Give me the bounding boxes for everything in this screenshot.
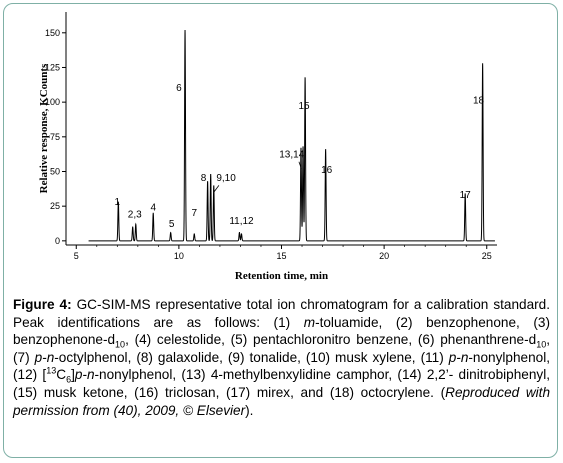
peak-label: 2,3 bbox=[128, 209, 142, 220]
peak-label: 18 bbox=[473, 96, 485, 107]
x-tick-label: 25 bbox=[482, 251, 492, 261]
peak-label: 4 bbox=[150, 202, 156, 213]
peak-label: 16 bbox=[321, 165, 333, 176]
caption-text: p-n bbox=[448, 349, 469, 365]
peak-label: 15 bbox=[299, 101, 311, 112]
caption-text: 10 bbox=[115, 339, 126, 350]
peak-labels: 1 2,3 4 5 6 7 8 9,10 11,12 13,14 15 16 17 18 bbox=[115, 83, 485, 230]
x-axis-label: Retention time, min bbox=[235, 270, 328, 282]
caption-text: , (4) celestolide, (5) pentachloronitro … bbox=[125, 332, 537, 348]
peak-leader-line bbox=[213, 185, 220, 193]
figure-label: Figure 4: bbox=[13, 297, 72, 312]
caption-text: p-n bbox=[74, 367, 95, 383]
figure-caption: Figure 4: GC-SIM-MS representative total… bbox=[13, 296, 550, 419]
y-tick-label: 100 bbox=[45, 97, 60, 107]
y-tick-label: 50 bbox=[50, 166, 60, 176]
caption-text: GC-SIM-MS representative total ion chrom… bbox=[13, 297, 551, 330]
y-tick-label: 75 bbox=[50, 132, 60, 142]
y-tick-label: 150 bbox=[45, 28, 60, 38]
peak-leader-line bbox=[298, 161, 302, 169]
caption-text: 6 bbox=[66, 375, 72, 386]
x-tick-label: 15 bbox=[276, 251, 286, 261]
chromatogram-trace bbox=[88, 30, 495, 242]
caption-text: -nonylphenol, (13) 4-methylbenxylidine c… bbox=[13, 367, 550, 400]
caption-text: 13 bbox=[46, 365, 57, 376]
caption-text: p-n bbox=[34, 349, 55, 365]
peak-label: 13,14 bbox=[279, 150, 304, 161]
peak-label: 1 bbox=[115, 197, 121, 208]
caption-text: C bbox=[56, 367, 67, 383]
caption-text: -nonylphenol, (12) [ bbox=[13, 349, 551, 383]
y-tick-label: 0 bbox=[55, 236, 60, 246]
caption-text: m bbox=[303, 314, 316, 330]
x-tick-label: 5 bbox=[74, 251, 79, 261]
caption-body: GC-SIM-MS representative total ion chrom… bbox=[13, 297, 550, 418]
peak-label: 8 bbox=[201, 173, 207, 184]
peak-label: 7 bbox=[191, 208, 197, 219]
peak-label: 6 bbox=[176, 83, 182, 94]
caption-text: , (7) bbox=[13, 332, 550, 365]
y-tick-label: 25 bbox=[50, 201, 60, 211]
caption-text: ] bbox=[71, 367, 75, 383]
peak-label: 9,10 bbox=[216, 173, 236, 184]
peak-label: 17 bbox=[460, 190, 472, 201]
caption-text: Reproduced with permission from (40), 20… bbox=[13, 384, 551, 418]
caption-text: -octylphenol, (8) galaxolide, (9) tonali… bbox=[54, 349, 449, 365]
y-axis-label: Relative response, KCounts bbox=[38, 63, 50, 193]
caption-text: ). bbox=[245, 402, 254, 418]
peak-label: 11,12 bbox=[229, 216, 254, 227]
peak-label: 5 bbox=[169, 219, 175, 230]
caption-text: 10 bbox=[536, 339, 547, 350]
x-tick-label: 10 bbox=[174, 251, 184, 261]
x-tick-label: 20 bbox=[379, 251, 389, 261]
caption-text: -toluamide, (2) benzophenone, (3) benzop… bbox=[13, 314, 550, 348]
y-tick-label: 125 bbox=[45, 62, 60, 72]
